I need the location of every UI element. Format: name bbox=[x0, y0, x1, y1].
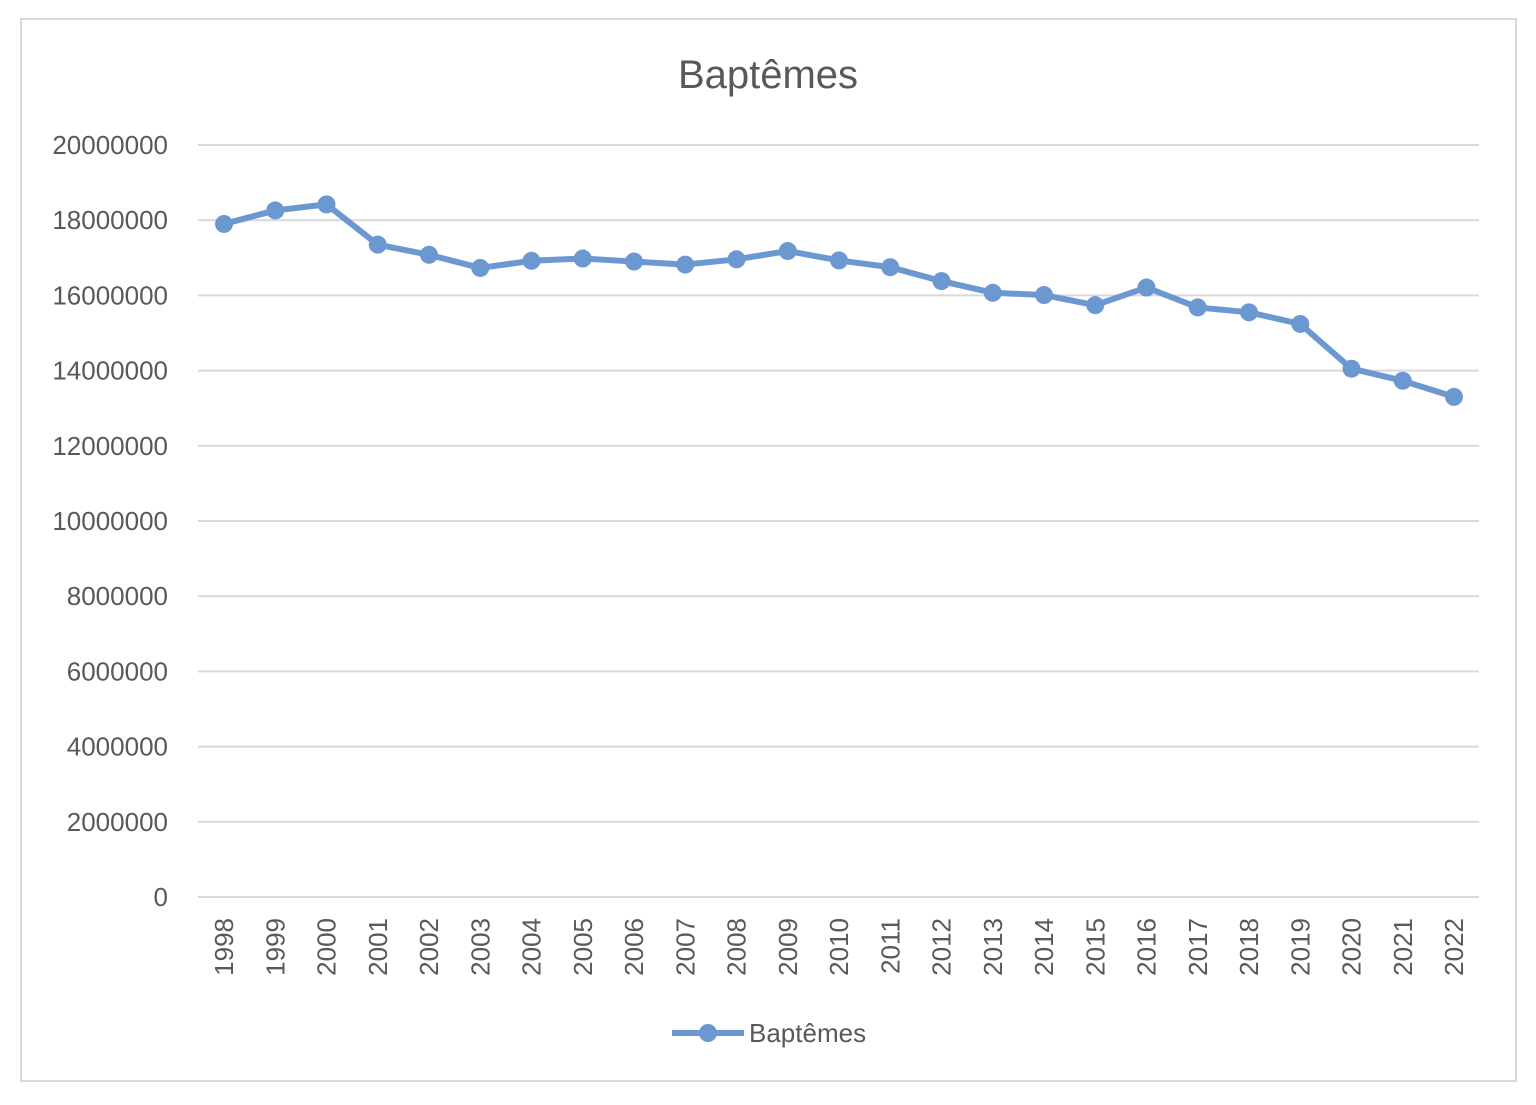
x-tick-label: 2018 bbox=[1234, 918, 1264, 976]
x-tick-label: 2005 bbox=[568, 918, 598, 976]
x-tick-label: 2022 bbox=[1439, 918, 1469, 976]
data-point-1998 bbox=[215, 214, 233, 233]
data-point-2003 bbox=[471, 258, 490, 277]
x-tick-label: 2019 bbox=[1285, 918, 1315, 976]
data-point-2018 bbox=[1240, 303, 1258, 322]
gridlines bbox=[198, 144, 1479, 898]
x-tick-label: 2013 bbox=[978, 918, 1008, 976]
y-tick-label: 12000000 bbox=[52, 431, 168, 461]
data-point-2021 bbox=[1393, 371, 1412, 390]
data-point-2002 bbox=[420, 245, 438, 264]
data-point-2012 bbox=[932, 272, 951, 291]
x-tick-label: 2011 bbox=[875, 918, 905, 974]
y-axis-ticks: 0 2000000 4000000 6000000 8000000 10000000 120… bbox=[52, 130, 168, 912]
x-tick-label: 2007 bbox=[670, 918, 700, 976]
legend-point-marker bbox=[699, 1024, 717, 1042]
data-point-2006 bbox=[625, 252, 643, 271]
data-point-2013 bbox=[983, 283, 1002, 302]
x-tick-label: 2002 bbox=[414, 918, 444, 976]
x-tick-label: 2001 bbox=[363, 918, 393, 976]
x-tick-label: 2010 bbox=[824, 918, 854, 976]
x-tick-label: 2017 bbox=[1183, 918, 1213, 976]
data-point-2009 bbox=[778, 242, 797, 261]
legend-label: Baptêmes bbox=[749, 1018, 866, 1048]
data-point-2000 bbox=[317, 195, 336, 214]
data-point-2007 bbox=[676, 255, 695, 274]
x-axis-ticks: 1998 1999 2000 2001 2002 2003 2004 2005 2006 2007… bbox=[209, 918, 1469, 976]
chart-title: Baptêmes bbox=[678, 53, 858, 97]
x-tick-label: 2008 bbox=[722, 918, 752, 976]
data-point-2011 bbox=[881, 258, 900, 277]
x-tick-label: 2020 bbox=[1337, 918, 1367, 976]
x-tick-label: 1998 bbox=[209, 918, 239, 976]
data-point-2005 bbox=[573, 249, 592, 268]
x-tick-label: 2014 bbox=[1029, 918, 1059, 976]
data-point-2019 bbox=[1291, 314, 1310, 333]
data-point-1999 bbox=[266, 201, 285, 220]
legend: Baptêmes bbox=[672, 1018, 866, 1048]
y-tick-label: 14000000 bbox=[52, 356, 168, 386]
x-tick-label: 2000 bbox=[312, 918, 342, 976]
x-tick-label: 2006 bbox=[619, 918, 649, 976]
y-tick-label: 6000000 bbox=[67, 656, 168, 686]
data-point-2016 bbox=[1137, 278, 1156, 297]
x-tick-label: 2012 bbox=[927, 918, 957, 976]
y-tick-label: 8000000 bbox=[67, 581, 168, 611]
y-tick-label: 10000000 bbox=[52, 506, 168, 536]
data-point-2022 bbox=[1445, 387, 1463, 406]
data-point-2014 bbox=[1035, 286, 1053, 305]
y-tick-label: 18000000 bbox=[52, 205, 168, 235]
x-tick-label: 2021 bbox=[1388, 918, 1418, 976]
series-line-baptemes bbox=[221, 201, 1457, 400]
x-tick-label: 2016 bbox=[1132, 918, 1162, 976]
data-point-2015 bbox=[1086, 296, 1105, 315]
data-point-2001 bbox=[368, 235, 387, 254]
data-point-2017 bbox=[1188, 298, 1207, 317]
y-tick-label: 4000000 bbox=[67, 732, 168, 762]
data-point-2004 bbox=[522, 251, 541, 270]
x-tick-label: 2003 bbox=[465, 918, 495, 976]
chart-frame bbox=[20, 18, 1517, 1082]
data-point-2008 bbox=[727, 250, 746, 269]
data-point-2010 bbox=[830, 251, 848, 270]
y-tick-label: 16000000 bbox=[52, 280, 168, 310]
x-tick-label: 2015 bbox=[1080, 918, 1110, 976]
y-tick-label: 0 bbox=[154, 882, 168, 912]
data-point-2020 bbox=[1342, 359, 1361, 378]
y-tick-label: 20000000 bbox=[52, 130, 168, 160]
series-layer bbox=[215, 195, 1463, 406]
y-tick-label: 2000000 bbox=[67, 807, 168, 837]
x-tick-label: 2009 bbox=[773, 918, 803, 976]
x-tick-label: 2004 bbox=[517, 918, 547, 976]
x-tick-label: 1999 bbox=[260, 918, 290, 976]
